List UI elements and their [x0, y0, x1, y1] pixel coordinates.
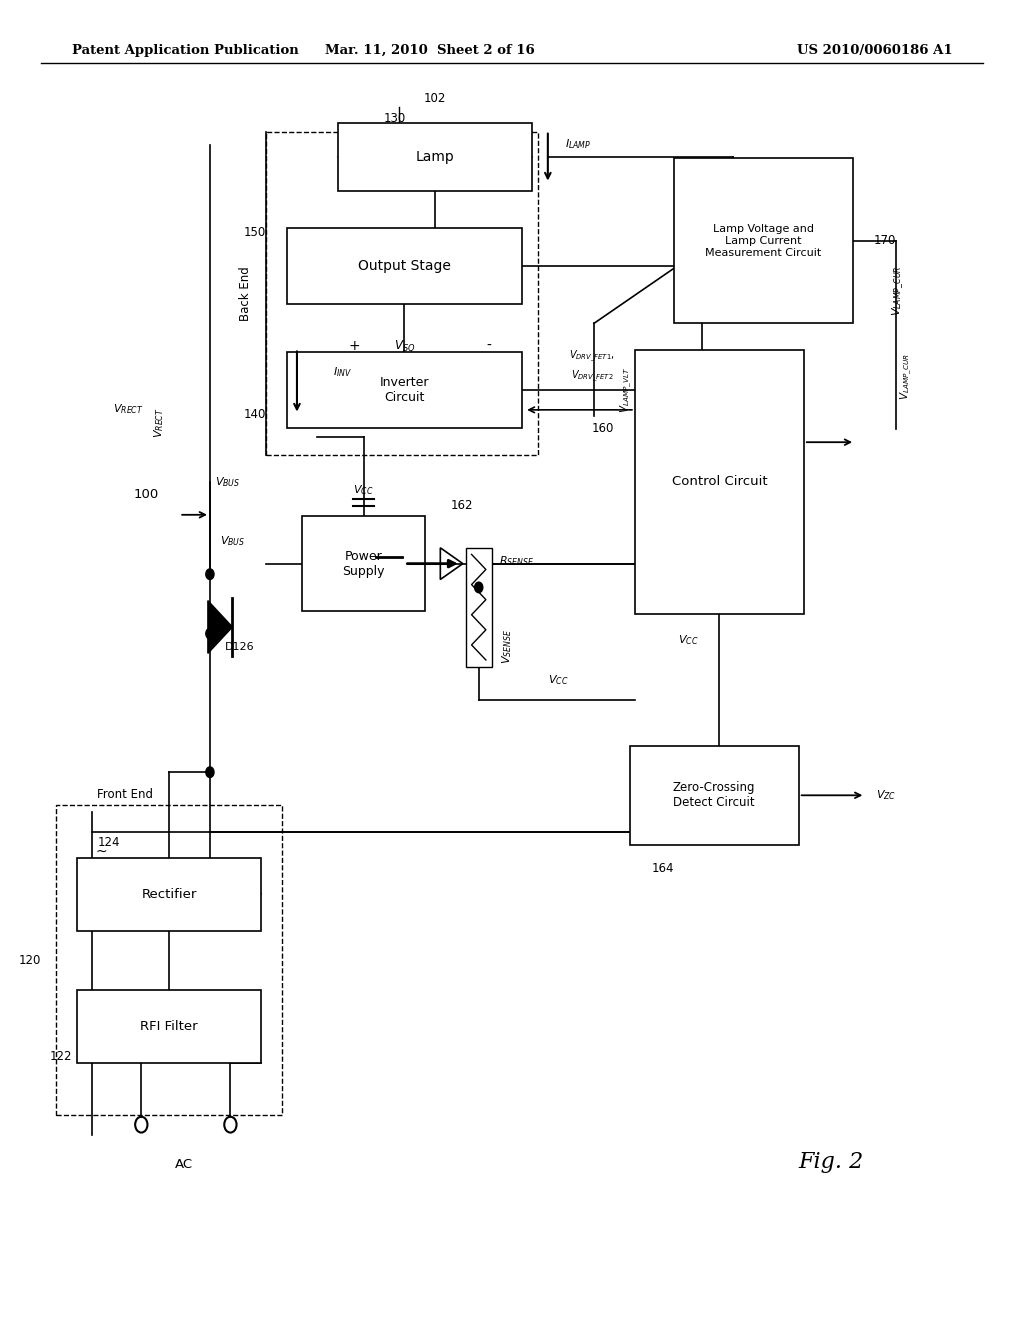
Text: $V_{SENSE}$: $V_{SENSE}$ — [500, 630, 514, 664]
Text: Control Circuit: Control Circuit — [672, 475, 767, 488]
Text: Zero-Crossing
Detect Circuit: Zero-Crossing Detect Circuit — [673, 781, 756, 809]
Text: $I_{LAMP}$: $I_{LAMP}$ — [565, 137, 592, 150]
FancyBboxPatch shape — [338, 123, 532, 191]
Text: RFI Filter: RFI Filter — [140, 1020, 198, 1032]
Text: 120: 120 — [18, 954, 41, 966]
Circle shape — [206, 767, 214, 777]
Polygon shape — [208, 601, 232, 653]
Text: -: - — [486, 339, 492, 352]
Text: Front End: Front End — [97, 788, 154, 801]
Text: $V_{BUS}$: $V_{BUS}$ — [220, 535, 246, 548]
FancyBboxPatch shape — [287, 352, 522, 428]
Circle shape — [206, 628, 214, 639]
Text: D126: D126 — [225, 642, 255, 652]
FancyBboxPatch shape — [674, 158, 853, 323]
Text: $V_{CC}$: $V_{CC}$ — [678, 634, 698, 647]
Text: $V_{RECT}$: $V_{RECT}$ — [152, 407, 166, 438]
FancyBboxPatch shape — [287, 228, 522, 304]
Text: 124: 124 — [97, 836, 120, 849]
Text: Output Stage: Output Stage — [358, 259, 451, 273]
FancyBboxPatch shape — [630, 746, 799, 845]
Text: AC: AC — [175, 1158, 194, 1171]
Text: Back End: Back End — [240, 267, 252, 321]
Text: Fig. 2: Fig. 2 — [799, 1151, 864, 1172]
Text: 164: 164 — [652, 862, 674, 875]
Text: US 2010/0060186 A1: US 2010/0060186 A1 — [797, 44, 952, 57]
Text: 100: 100 — [133, 488, 159, 502]
Text: $V_{LAMP\_CUR}$: $V_{LAMP\_CUR}$ — [891, 265, 906, 315]
Text: $V_{CC}$: $V_{CC}$ — [548, 673, 568, 686]
FancyBboxPatch shape — [302, 516, 425, 611]
Text: $V_{DRV\_FET1},$: $V_{DRV\_FET1},$ — [569, 348, 614, 364]
Text: 170: 170 — [873, 235, 896, 247]
Text: Patent Application Publication: Patent Application Publication — [72, 44, 298, 57]
Text: $V_{SQ}$: $V_{SQ}$ — [394, 338, 415, 354]
Text: Power
Supply: Power Supply — [342, 549, 385, 578]
Text: Lamp: Lamp — [416, 150, 455, 164]
Text: Lamp Voltage and
Lamp Current
Measurement Circuit: Lamp Voltage and Lamp Current Measuremen… — [706, 224, 821, 257]
Text: ~: ~ — [95, 845, 106, 858]
Text: Rectifier: Rectifier — [141, 888, 197, 900]
Text: $V_{LAMP\_CUR}$: $V_{LAMP\_CUR}$ — [899, 352, 914, 400]
FancyBboxPatch shape — [466, 548, 492, 667]
Text: $V_{RECT}$: $V_{RECT}$ — [113, 403, 143, 416]
Text: 150: 150 — [244, 227, 266, 239]
Text: 102: 102 — [424, 92, 446, 106]
FancyBboxPatch shape — [77, 990, 261, 1063]
Text: $V_{ZC}$: $V_{ZC}$ — [876, 788, 896, 803]
Text: 160: 160 — [592, 422, 614, 436]
FancyBboxPatch shape — [77, 858, 261, 931]
Circle shape — [475, 582, 483, 593]
Text: $V_{BUS}$: $V_{BUS}$ — [215, 475, 241, 488]
Text: $R_{SENSE}$: $R_{SENSE}$ — [499, 554, 534, 568]
Text: $V_{CC}$: $V_{CC}$ — [353, 483, 374, 496]
Text: $V_{LAMP\_VLT}$: $V_{LAMP\_VLT}$ — [620, 366, 634, 413]
Text: 162: 162 — [451, 499, 473, 512]
Text: $I_{INV}$: $I_{INV}$ — [333, 366, 352, 379]
Text: $V_{DRV\_FET2}$: $V_{DRV\_FET2}$ — [570, 368, 613, 384]
Text: Inverter
Circuit: Inverter Circuit — [380, 376, 429, 404]
Text: +: + — [348, 339, 359, 352]
Circle shape — [206, 569, 214, 579]
Text: 122: 122 — [49, 1049, 72, 1063]
Text: 140: 140 — [244, 408, 266, 421]
Text: 130: 130 — [384, 112, 407, 125]
Text: Mar. 11, 2010  Sheet 2 of 16: Mar. 11, 2010 Sheet 2 of 16 — [326, 44, 535, 57]
FancyBboxPatch shape — [635, 350, 804, 614]
